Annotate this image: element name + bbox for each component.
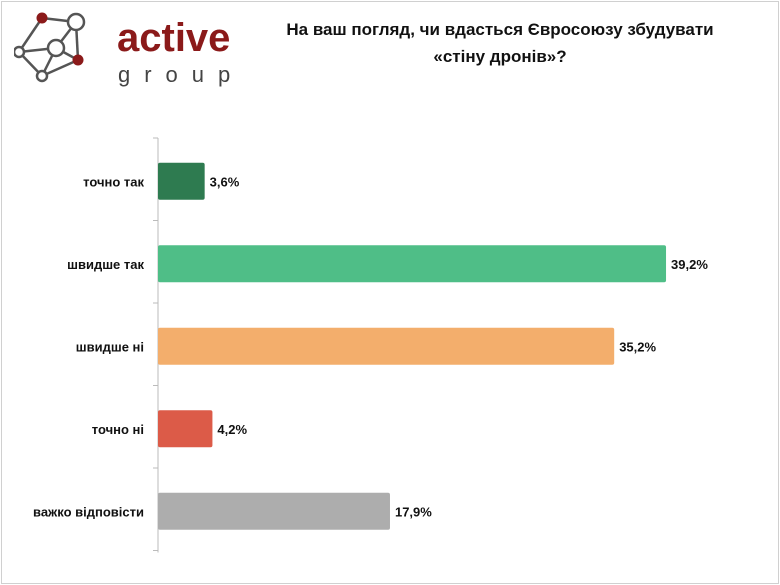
data-label: 35,2%: [619, 339, 656, 354]
data-label: 17,9%: [395, 504, 432, 519]
bar-3: [158, 327, 615, 365]
data-label: 39,2%: [671, 257, 708, 272]
bar-2: [158, 245, 667, 283]
bar-4: [158, 410, 213, 448]
logo-subtitle: group: [118, 62, 245, 87]
chart-title: На ваш погляд, чи вдасться Євросоюзу збу…: [250, 16, 750, 70]
bar-1: [158, 162, 205, 200]
chart-title-line-1: На ваш погляд, чи вдасться Євросоюзу збу…: [286, 20, 714, 39]
bar-5: [158, 492, 390, 530]
chart-title-line-2: «стіну дронів»?: [433, 47, 567, 66]
data-label: 3,6%: [210, 174, 240, 189]
network-logo-icon: [12, 12, 86, 83]
category-label: швидше так: [67, 257, 144, 272]
category-label: точно ні: [92, 422, 144, 437]
logo-wordmark: active: [117, 16, 231, 60]
data-label: 4,2%: [217, 422, 247, 437]
logo: active group: [12, 10, 230, 90]
category-label: точно так: [83, 174, 144, 189]
category-label: важко відповісти: [33, 504, 144, 519]
category-label: швидше ні: [76, 339, 144, 354]
